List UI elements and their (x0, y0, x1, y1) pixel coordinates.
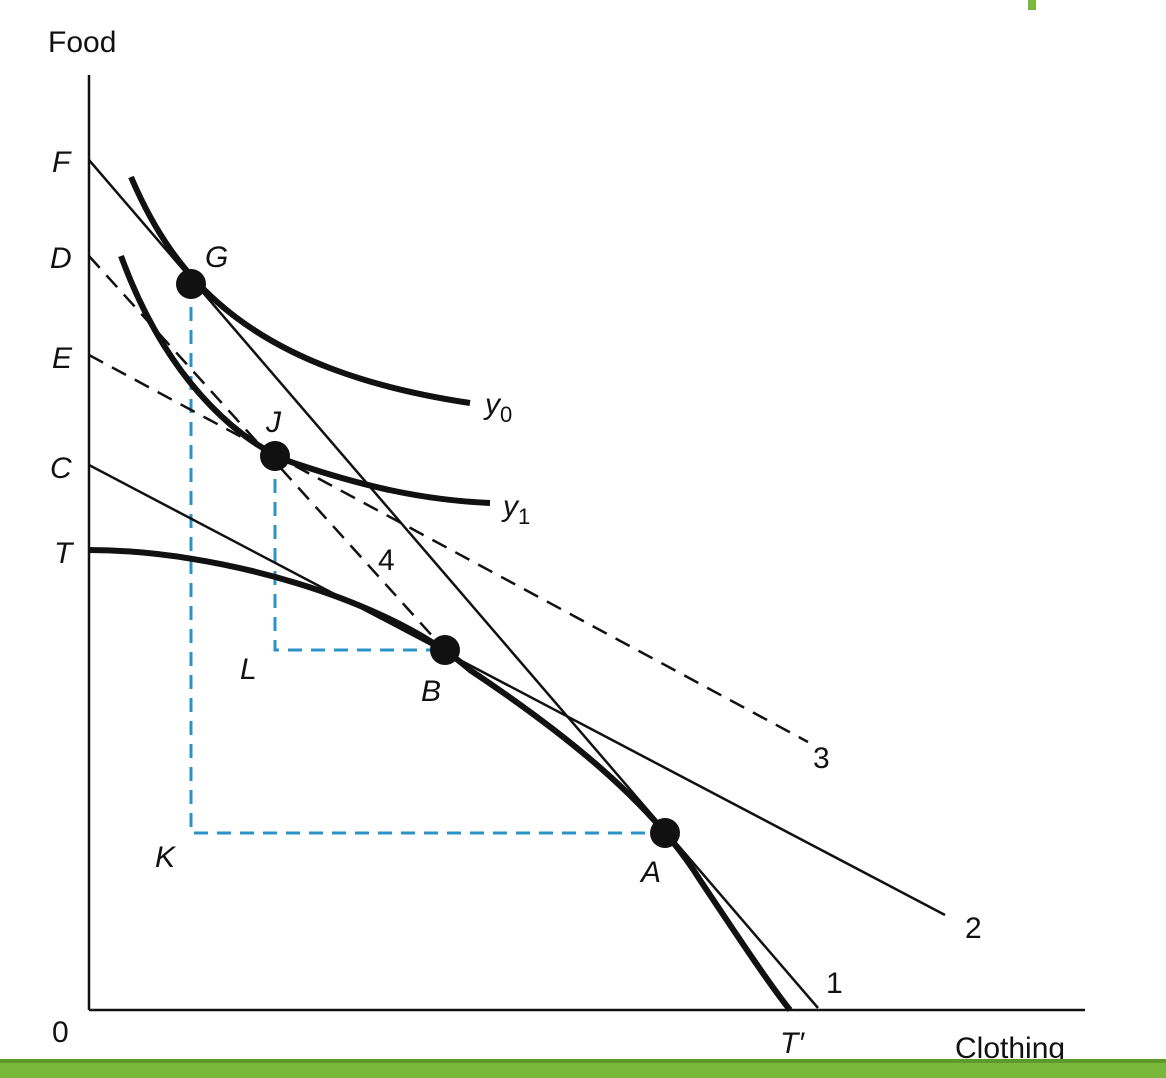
label-l: L (240, 653, 257, 686)
price-line-3 (88, 353, 809, 744)
label-j: J (265, 406, 282, 439)
point-b-dot (430, 635, 460, 665)
price-line-2 (88, 463, 946, 917)
footer-band (0, 1059, 1166, 1078)
point-a-dot (650, 818, 680, 848)
label-y0: y0 (483, 388, 512, 427)
label-y1: y1 (501, 490, 530, 529)
indifference-curve-y1 (118, 254, 491, 506)
label-g: G (205, 241, 228, 274)
label-a: A (639, 856, 661, 889)
line-label-4: 4 (378, 544, 395, 577)
origin-label: 0 (52, 1016, 69, 1049)
label-c: C (50, 452, 72, 485)
line-label-2: 2 (965, 912, 982, 945)
production-frontier (88, 547, 793, 1012)
label-b: B (421, 675, 441, 708)
guide-j-l-b (273, 456, 445, 652)
label-y0-sub: 0 (500, 402, 512, 427)
line-label-1: 1 (826, 967, 843, 1000)
label-t-prime: T′ (780, 1027, 805, 1060)
label-y1-letter: y (501, 490, 520, 523)
indifference-curve-y0 (128, 175, 471, 406)
price-line-1 (88, 159, 819, 1009)
footer-band-shade (0, 1059, 1166, 1063)
point-g-dot (176, 269, 206, 299)
point-j-dot (260, 441, 290, 471)
line-label-3: 3 (813, 742, 830, 775)
label-e: E (52, 342, 73, 375)
label-k: K (155, 841, 177, 874)
label-d: D (50, 242, 72, 275)
label-t: T (54, 537, 75, 570)
top-accent-mark (1028, 0, 1036, 10)
label-f: F (52, 146, 72, 179)
y-axis-label: Food (48, 26, 116, 59)
label-y1-sub: 1 (518, 504, 530, 529)
guide-g-k-a (189, 284, 665, 835)
label-y0-letter: y (483, 388, 502, 421)
